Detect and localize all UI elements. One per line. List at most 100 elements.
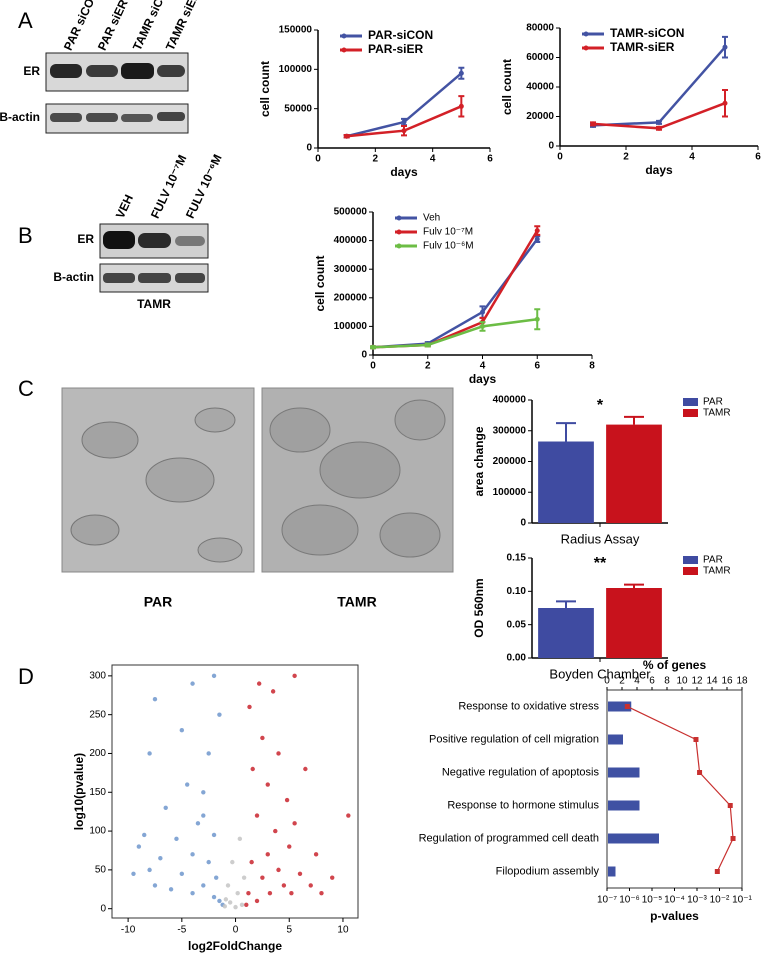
point: [254, 813, 260, 818]
point: [131, 871, 136, 876]
point: [235, 890, 240, 896]
cell: [70, 514, 120, 546]
y-tick-label: 50000: [284, 103, 312, 114]
point: [319, 890, 324, 896]
legend-swatch: [683, 398, 698, 406]
point: [297, 871, 303, 876]
micrograph-label: TAMR: [337, 594, 376, 610]
x-tick-label: 6: [487, 154, 493, 165]
point: [254, 898, 260, 904]
row-label: ER: [23, 64, 40, 78]
point: [346, 813, 351, 818]
point: [624, 704, 630, 709]
y-tick-label: 0: [548, 141, 554, 152]
y-tick-label: 300000: [493, 425, 527, 436]
x-tick-label: 16: [721, 676, 733, 687]
x-tick-label: 2: [425, 361, 431, 372]
error-bar: [534, 225, 541, 236]
legend-swatch: [583, 45, 589, 51]
error-bar: [458, 66, 465, 80]
x-tick-label: 0: [557, 152, 563, 163]
bar: [608, 833, 659, 844]
y-tick-label: 0: [361, 350, 367, 361]
point: [174, 836, 179, 842]
point: [270, 689, 276, 694]
y-tick-label: 0: [520, 518, 526, 529]
error-bar: [401, 124, 407, 137]
error-bar: [534, 308, 541, 331]
point: [168, 887, 174, 892]
y-tick-label: 0.00: [507, 653, 527, 664]
point: [276, 751, 281, 756]
error-bar: [458, 95, 465, 118]
series-line: [372, 238, 539, 349]
y-tick-label: 0.05: [507, 619, 527, 630]
lane-label: VEH: [113, 192, 136, 220]
point: [147, 867, 152, 873]
panel-label: D: [18, 664, 34, 689]
band: [121, 63, 154, 79]
y-tick-label: 20000: [526, 111, 554, 122]
point: [287, 844, 292, 849]
y-axis-label: cell count: [313, 255, 327, 311]
band: [157, 112, 185, 121]
point: [273, 828, 278, 834]
y-tick-label: 100000: [493, 487, 527, 498]
cell: [379, 512, 441, 558]
point: [292, 821, 297, 826]
point: [201, 813, 206, 818]
panel-label: B: [18, 223, 33, 248]
bar: [606, 424, 662, 523]
x2-tick-label: 10⁻²: [710, 895, 730, 906]
point: [211, 832, 217, 838]
bar: [608, 767, 640, 778]
cell: [194, 407, 236, 433]
band: [138, 273, 171, 283]
lane-label: FULV 10⁻⁷M: [148, 153, 190, 221]
y-tick-label: 500000: [334, 207, 368, 218]
point: [330, 875, 335, 880]
point: [142, 832, 147, 838]
x2-tick-label: 10⁻⁶: [619, 895, 640, 906]
x-axis-label: log2FoldChange: [188, 939, 282, 953]
x-tick-label: -5: [177, 925, 186, 936]
cell: [394, 399, 446, 441]
point: [211, 894, 217, 900]
error-bar: [343, 134, 350, 139]
cell: [281, 504, 359, 556]
x-tick-label: 4: [480, 361, 486, 372]
x-tick-label: 2: [619, 676, 625, 687]
y-tick-label: 0.10: [507, 586, 527, 597]
legend-swatch: [396, 215, 402, 221]
bar: [608, 800, 640, 811]
blot-caption: TAMR: [137, 297, 171, 311]
x-tick-label: 4: [634, 676, 640, 687]
error-bar: [590, 121, 596, 127]
x-tick-label: 0: [604, 676, 610, 687]
point: [313, 852, 319, 857]
y-tick-label: 200000: [493, 456, 527, 467]
legend-swatch: [341, 47, 347, 53]
cell: [269, 407, 331, 453]
legend-label: Fulv 10⁻⁶M: [423, 241, 474, 252]
legend-label: PAR-siCON: [368, 28, 433, 42]
point: [179, 727, 185, 733]
point: [256, 681, 262, 686]
y-tick-label: 40000: [526, 82, 554, 93]
legend-swatch: [683, 556, 698, 564]
legend-label: PAR-siER: [368, 42, 423, 56]
x2-tick-label: 10⁻¹: [732, 895, 752, 906]
blot-b: VEH FULV 10⁻⁷M FULV 10⁻⁶M ER B-actin TAM…: [53, 152, 224, 311]
x2-tick-label: 10⁻⁴: [664, 895, 685, 906]
band: [103, 273, 135, 283]
annotation: *: [597, 397, 604, 414]
point: [227, 900, 233, 905]
y-tick-label: 50: [95, 865, 107, 876]
x-tick-label: 6: [534, 361, 540, 372]
point: [260, 875, 265, 880]
y-tick-label: 200: [89, 748, 106, 759]
legend-swatch: [396, 229, 402, 235]
annotation: **: [594, 555, 607, 572]
legend-label: PAR: [703, 555, 723, 566]
x2-tick-label: 10⁻⁵: [642, 895, 663, 906]
